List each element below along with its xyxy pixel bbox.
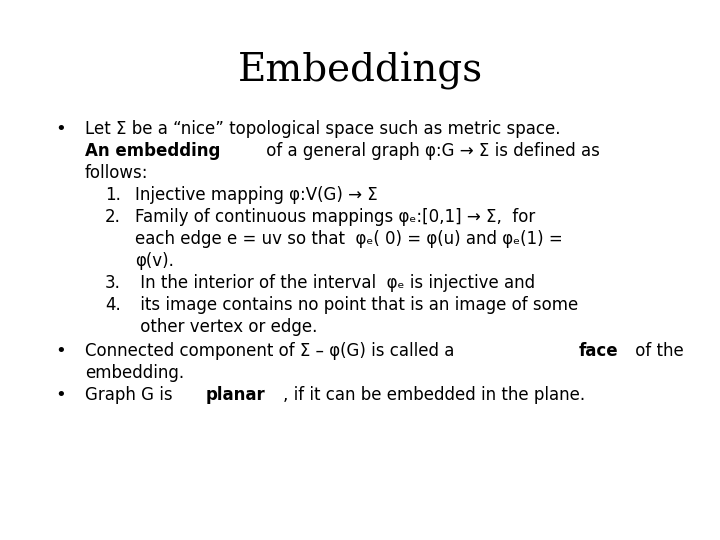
Text: Family of continuous mappings φₑ:[0,1] → Σ,  for: Family of continuous mappings φₑ:[0,1] →…: [135, 208, 535, 226]
Text: •: •: [55, 386, 66, 404]
Text: face: face: [578, 342, 618, 360]
Text: φ(v).: φ(v).: [135, 252, 174, 270]
Text: 2.: 2.: [105, 208, 121, 226]
Text: Graph G is: Graph G is: [85, 386, 178, 404]
Text: follows:: follows:: [85, 164, 148, 182]
Text: In the interior of the interval  φₑ is injective and: In the interior of the interval φₑ is in…: [135, 274, 535, 292]
Text: Embeddings: Embeddings: [238, 52, 482, 90]
Text: 1.: 1.: [105, 186, 121, 204]
Text: Injective mapping φ:V(G) → Σ: Injective mapping φ:V(G) → Σ: [135, 186, 378, 204]
Text: of the: of the: [630, 342, 683, 360]
Text: of a general graph φ:G → Σ is defined as: of a general graph φ:G → Σ is defined as: [261, 142, 600, 160]
Text: Let Σ be a “nice” topological space such as metric space.: Let Σ be a “nice” topological space such…: [85, 120, 560, 138]
Text: its image contains no point that is an image of some: its image contains no point that is an i…: [135, 296, 578, 314]
Text: •: •: [55, 120, 66, 138]
Text: 3.: 3.: [105, 274, 121, 292]
Text: embedding.: embedding.: [85, 364, 184, 382]
Text: Connected component of Σ – φ(G) is called a: Connected component of Σ – φ(G) is calle…: [85, 342, 465, 360]
Text: each edge e = uv so that  φₑ( 0) = φ(u) and φₑ(1) =: each edge e = uv so that φₑ( 0) = φ(u) a…: [135, 230, 563, 248]
Text: , if it can be embedded in the plane.: , if it can be embedded in the plane.: [283, 386, 585, 404]
Text: •: •: [55, 342, 66, 360]
Text: An embedding: An embedding: [85, 142, 220, 160]
Text: planar: planar: [206, 386, 266, 404]
Text: other vertex or edge.: other vertex or edge.: [135, 318, 318, 336]
Text: 4.: 4.: [105, 296, 121, 314]
